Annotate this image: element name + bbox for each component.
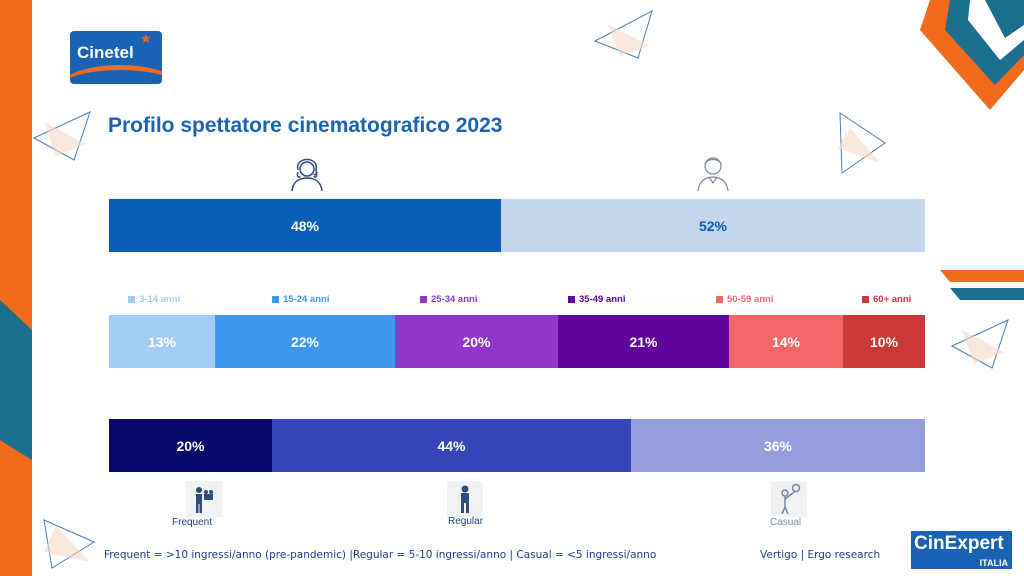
source-note: Vertigo | Ergo research (760, 549, 881, 561)
triangle-decoration-1 (593, 10, 653, 59)
bar-segment-3-14: 13% (109, 315, 215, 368)
casual-label: Casual (770, 517, 802, 528)
frequency-bar: 20% 44% 36% (109, 419, 925, 472)
triangle-decoration-5 (43, 519, 96, 569)
triangle-decoration-3 (838, 112, 886, 174)
cinexpert-logo-subtext: ITALIA (979, 558, 1008, 568)
regular-label: Regular (448, 516, 484, 527)
left-decorative-stripe (0, 0, 32, 576)
bar-segment-regular: 44% (272, 419, 631, 472)
right-stripe-decoration (940, 270, 1024, 300)
bar-segment-male: 52% (501, 199, 925, 252)
age-legend: 3-14 anni 15-24 anni 25-34 anni 35-49 an… (128, 294, 918, 308)
triangle-decoration-4 (950, 319, 1009, 369)
legend-item-25-34: 25-34 anni (420, 294, 477, 305)
bar-segment-casual: 36% (631, 419, 925, 472)
bar-segment-50-59: 14% (729, 315, 843, 368)
data-label-35-49: 21% (629, 333, 658, 350)
data-label-60-plus: 10% (869, 333, 899, 350)
legend-item-35-49: 35-49 anni (568, 294, 625, 305)
data-label-frequent: 20% (176, 437, 205, 454)
cinexpert-logo: CinExpert ITALIA (911, 531, 1012, 569)
star-icon: ★ (140, 32, 152, 47)
cinexpert-logo-text: CinExpert (914, 533, 1004, 554)
triangle-decoration-2 (32, 111, 91, 161)
data-label-male: 52% (698, 217, 728, 234)
data-label-50-59: 14% (771, 333, 801, 350)
legend-item-60-plus: 60+ anni (862, 294, 911, 305)
film-camera-person-icon (186, 481, 222, 517)
top-right-decoration (920, 0, 1024, 110)
page-title: Profilo spettatore cinematografico 2023 (108, 114, 503, 137)
footnote: Frequent = >10 ingressi/anno (pre-pandem… (104, 549, 657, 561)
cinetel-logo-text: Cinetel (77, 43, 134, 62)
age-bar: 13% 22% 20% 21% 14% 10% (109, 315, 925, 368)
data-label-regular: 44% (437, 437, 466, 454)
person-with-balloon-icon (771, 481, 807, 517)
data-label-15-24: 22% (290, 333, 320, 350)
data-label-3-14: 13% (147, 333, 177, 350)
data-label-female: 48% (290, 217, 320, 234)
gender-bar: 48% 52% (109, 199, 925, 252)
data-label-casual: 36% (763, 437, 793, 454)
legend-item-50-59: 50-59 anni (716, 294, 773, 305)
frequent-label: Frequent (172, 517, 213, 528)
bar-segment-60-plus: 10% (843, 315, 925, 368)
bar-segment-35-49: 21% (558, 315, 729, 368)
bar-segment-female: 48% (109, 199, 501, 252)
woman-icon (291, 158, 323, 192)
standing-person-icon (447, 481, 483, 517)
data-label-25-34: 20% (462, 333, 491, 350)
man-icon (697, 157, 729, 192)
cinetel-logo: Cinetel ★ (70, 31, 162, 84)
legend-item-3-14: 3-14 anni (128, 294, 180, 305)
bar-segment-25-34: 20% (395, 315, 558, 368)
bar-segment-frequent: 20% (109, 419, 272, 472)
bar-segment-15-24: 22% (215, 315, 395, 368)
legend-item-15-24: 15-24 anni (272, 294, 329, 305)
